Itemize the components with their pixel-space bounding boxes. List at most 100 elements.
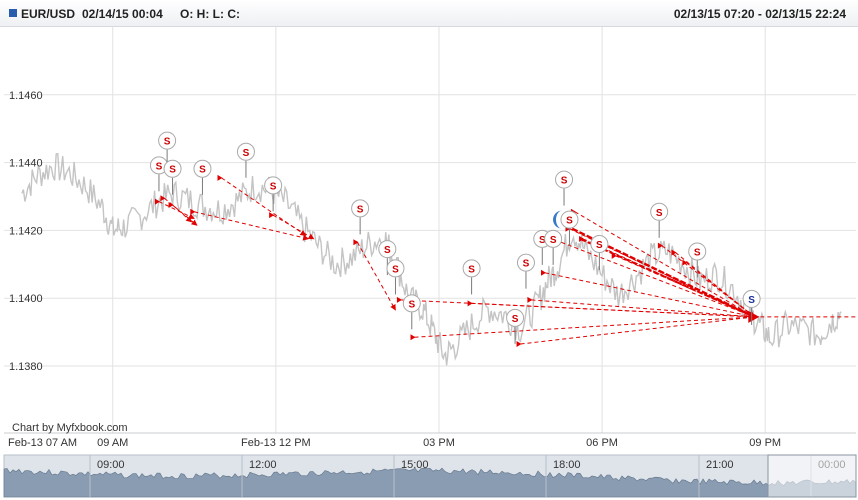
sell-marker-label: S <box>523 259 530 270</box>
trade-open-arrow <box>467 300 473 307</box>
navigator-area <box>3 467 857 498</box>
ohlc-label: O: H: L: C: <box>180 7 240 21</box>
navigator-time-label: 18:00 <box>553 459 581 471</box>
trade-arrow <box>194 211 310 241</box>
chart-watermark: Chart by Myfxbook.com <box>12 422 128 434</box>
trade-arrow <box>661 245 755 318</box>
sell-marker-label: S <box>512 314 519 325</box>
x-axis: Feb-13 07 AM 09 AM Feb-13 12 PM 03 PM 06 PM 0… <box>8 437 781 449</box>
chart-header: EUR/USD 02/14/15 00:04 O: H: L: C: 02/13… <box>0 0 858 27</box>
sell-marker[interactable] <box>163 159 182 178</box>
trade-open-arrow <box>396 296 402 303</box>
trade-open-arrow <box>657 242 663 249</box>
sell-marker[interactable] <box>264 176 283 195</box>
buy-marker-label: S <box>748 295 755 306</box>
x-tick-label: 03 PM <box>423 437 455 449</box>
trade-open-arrow <box>527 296 533 303</box>
sell-marker[interactable] <box>688 242 707 261</box>
sell-marker[interactable] <box>402 294 421 313</box>
y-tick-label: 1.1420 <box>9 225 43 237</box>
trade-open-arrow <box>269 212 275 219</box>
sell-marker-label: S <box>656 208 663 219</box>
selected-marker-highlight <box>553 210 563 229</box>
sell-marker[interactable] <box>544 229 563 248</box>
x-tick-label: Feb-13 07 AM <box>8 437 77 449</box>
sell-marker-label: S <box>199 165 206 176</box>
sell-marker-label: S <box>169 165 176 176</box>
grid <box>4 27 856 433</box>
y-axis: 1.1460 1.1440 1.1420 1.1400 1.1380 <box>9 90 43 373</box>
trade-close-arrow <box>748 310 760 323</box>
sell-marker-label: S <box>468 264 475 275</box>
x-tick-label: Feb-13 12 PM <box>241 437 311 449</box>
sell-marker-label: S <box>694 247 701 258</box>
trade-arrow <box>172 204 193 223</box>
trade-arrow <box>520 314 755 345</box>
sell-marker[interactable] <box>193 159 212 178</box>
y-tick-label: 1.1380 <box>9 361 43 373</box>
y-tick-label: 1.1460 <box>9 90 43 102</box>
sell-marker[interactable] <box>506 308 525 327</box>
symbol-square-icon <box>9 9 17 17</box>
trade-arrow <box>531 299 755 320</box>
sell-marker[interactable] <box>236 142 255 161</box>
navigator-selection-window[interactable] <box>767 454 857 498</box>
trade-open-arrow <box>682 259 688 266</box>
trade-arrow <box>356 242 396 311</box>
trade-open-arrow <box>516 341 522 348</box>
symbol-label: EUR/USD <box>21 7 76 21</box>
trade-open-arrow <box>671 249 677 256</box>
trade-open-arrow <box>168 202 174 208</box>
sell-marker-label: S <box>566 216 573 227</box>
sell-marker[interactable] <box>378 240 397 259</box>
sell-marker[interactable] <box>560 210 579 229</box>
sell-marker[interactable] <box>351 199 370 218</box>
y-tick-label: 1.1440 <box>9 158 43 170</box>
x-tick-label: 06 PM <box>586 437 618 449</box>
trade-arrow <box>414 314 755 338</box>
trade-open-arrow <box>160 195 166 202</box>
navigator-time-label: 09:00 <box>97 459 125 471</box>
sell-marker[interactable] <box>158 131 177 150</box>
sell-marker-label: S <box>392 264 399 275</box>
trade-open-arrow <box>410 334 416 341</box>
sell-marker[interactable] <box>516 253 535 272</box>
sell-marker-label: S <box>550 235 557 246</box>
trade-open-arrow <box>154 198 160 205</box>
trade-arrow <box>675 252 755 318</box>
sell-marker[interactable] <box>590 234 609 253</box>
navigator-time-label: 21:00 <box>706 459 734 471</box>
trade-arrow <box>471 302 755 320</box>
navigator-time-label: 12:00 <box>249 459 277 471</box>
buy-marker[interactable] <box>742 289 761 308</box>
sell-marker-label: S <box>243 148 250 159</box>
trade-open-arrow <box>353 239 359 246</box>
sell-marker-label: S <box>357 204 364 215</box>
datetime-label: 02/14/15 00:04 <box>82 7 163 21</box>
trade-arrow <box>544 272 755 319</box>
sell-marker-label: S <box>164 137 171 148</box>
sell-marker-label: S <box>408 299 415 310</box>
y-tick-label: 1.1400 <box>9 293 43 305</box>
x-tick-label: 09 AM <box>97 437 128 449</box>
sell-marker-label: S <box>156 161 163 172</box>
navigator-time-label: 15:00 <box>401 459 429 471</box>
sell-marker[interactable] <box>386 259 405 278</box>
sell-marker-label: S <box>270 181 277 192</box>
trade-open-arrow <box>217 174 223 181</box>
sell-marker[interactable] <box>650 202 669 221</box>
x-tick-label: 09 PM <box>749 437 781 449</box>
sell-marker-label: S <box>384 245 391 256</box>
trade-arrow <box>272 214 315 240</box>
trade-open-arrow <box>540 269 546 276</box>
sell-marker-label: S <box>539 235 546 246</box>
date-range-label: 02/13/15 07:20 - 02/13/15 22:24 <box>673 7 846 21</box>
sell-marker[interactable] <box>555 170 574 189</box>
sell-marker-label: S <box>596 240 603 251</box>
sell-marker[interactable] <box>462 259 481 278</box>
trade-open-arrow <box>190 208 196 215</box>
sell-marker-label: S <box>561 176 568 187</box>
